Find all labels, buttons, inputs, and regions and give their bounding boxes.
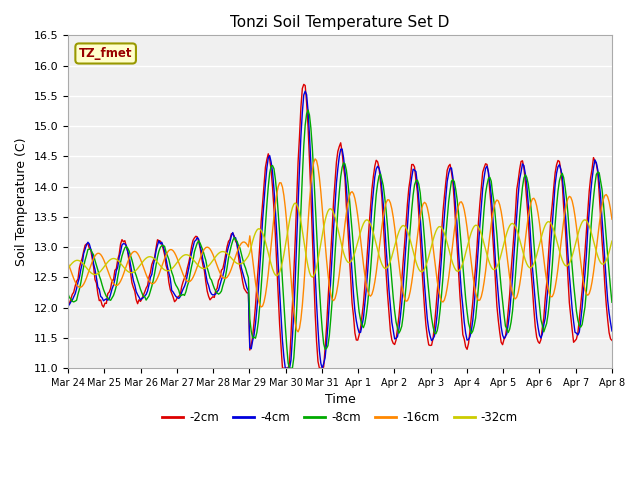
X-axis label: Time: Time	[324, 394, 355, 407]
Text: TZ_fmet: TZ_fmet	[79, 47, 132, 60]
Legend: -2cm, -4cm, -8cm, -16cm, -32cm: -2cm, -4cm, -8cm, -16cm, -32cm	[157, 407, 523, 429]
Y-axis label: Soil Temperature (C): Soil Temperature (C)	[15, 137, 28, 266]
Title: Tonzi Soil Temperature Set D: Tonzi Soil Temperature Set D	[230, 15, 450, 30]
